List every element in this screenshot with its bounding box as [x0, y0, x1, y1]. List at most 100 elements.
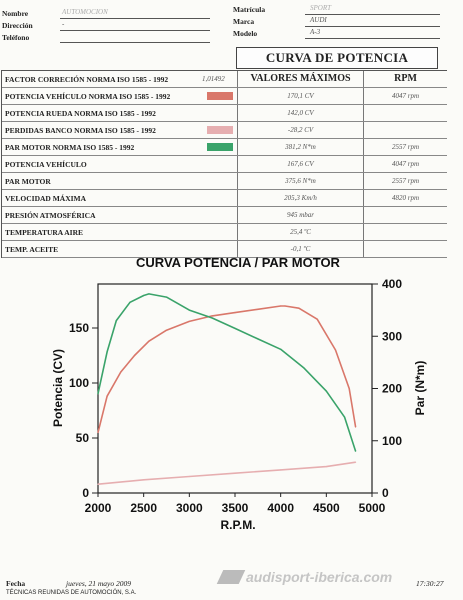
row-value: 945 mbar — [286, 211, 315, 219]
matricula-label: Matrícula — [233, 5, 266, 14]
x-tick-label: 2000 — [85, 501, 112, 515]
losses-color-swatch — [207, 126, 233, 134]
data-point — [344, 416, 346, 418]
row-value: 167,6 CV — [287, 160, 314, 168]
row-label: PRESIÓN ATMOSFÉRICA — [5, 211, 96, 220]
data-point — [165, 296, 168, 298]
fecha-value: jueves, 21 mayo 2009 — [66, 579, 131, 588]
logo-mark-icon — [216, 570, 246, 584]
row-label: FACTOR CORRECIÓN NORMA ISO 1585 - 1992 — [5, 75, 169, 84]
torque-curve — [97, 293, 357, 452]
data-point — [148, 340, 150, 342]
data-point — [143, 479, 145, 481]
table-row: PAR MOTOR NORMA ISO 1585 - 1992 381,2 N*… — [2, 139, 447, 156]
row-label: PAR MOTOR NORMA ISO 1585 - 1992 — [5, 143, 135, 152]
data-point — [188, 475, 190, 478]
company-name: TÉCNICAS REUNIDAS DE AUTOMOCIÓN, S.A. — [6, 590, 137, 596]
data-point — [234, 312, 236, 314]
table-row: VELOCIDAD MÁXIMA 205,3 Km/h 4820 rpm — [2, 190, 447, 207]
results-table: FACTOR CORRECIÓN NORMA ISO 1585 - 1992 1… — [1, 70, 447, 258]
data-point — [106, 395, 108, 397]
row-label: TEMPERATURA AIRE — [5, 228, 83, 237]
row-value: 170,1 CV — [287, 92, 314, 100]
row-value: 205,3 Km/h — [284, 194, 317, 202]
data-point — [257, 308, 259, 310]
losses-curve — [97, 461, 356, 485]
data-point — [143, 294, 145, 297]
table-row: POTENCIA VEHÍCULO NORMA ISO 1585 - 1992 … — [2, 88, 447, 105]
row-value: -28,2 CV — [287, 126, 314, 134]
data-point — [284, 305, 286, 307]
data-point — [302, 367, 305, 369]
row-label: PAR MOTOR — [5, 177, 51, 186]
row-label: VELOCIDAD MÁXIMA — [5, 194, 87, 203]
torque-color-swatch — [207, 143, 233, 151]
row-value: 142,0 CV — [287, 109, 314, 117]
row-rpm: 4047 rpm — [391, 160, 420, 168]
modelo-label: Modelo — [233, 29, 258, 38]
table-row: POTENCIA VEHÍCULO 167,6 CV 4047 rpm — [2, 156, 447, 173]
x-axis-label: R.P.M. — [220, 518, 255, 532]
table-row: POTENCIA RUEDA NORMA ISO 1585 - 1992 142… — [2, 105, 447, 122]
data-point — [129, 301, 131, 303]
y2-axis-label: Par (N*m) — [413, 361, 427, 416]
data-point — [316, 318, 318, 320]
data-point — [188, 320, 190, 322]
table-row: FACTOR CORRECIÓN NORMA ISO 1585 - 1992 1… — [2, 71, 447, 88]
data-point — [325, 390, 327, 392]
factor-value: 1,01492 — [202, 75, 225, 83]
y-axis-label: Potencia (CV) — [51, 349, 65, 427]
direccion-label: Dirección — [2, 21, 33, 30]
data-point — [354, 461, 357, 463]
data-point — [211, 317, 213, 319]
data-point — [106, 351, 108, 353]
data-point — [97, 393, 99, 395]
table-row: TEMPERATURA AIRE 25,4 ºC — [2, 224, 447, 241]
y2-tick-label: 0 — [382, 486, 389, 500]
matricula-value: SPORT — [310, 4, 331, 12]
marca-value: AUDI — [310, 16, 327, 24]
data-point — [257, 338, 259, 340]
y2-tick-label: 400 — [382, 277, 402, 291]
table-row: TEMP. ACEITE -0,1 ºC — [2, 241, 447, 258]
row-value: 375,6 N*m — [285, 177, 316, 185]
column-header-rpm: RPM — [394, 73, 417, 84]
data-point — [354, 426, 357, 428]
row-label: POTENCIA VEHÍCULO NORMA ISO 1585 - 1992 — [5, 92, 171, 101]
x-tick-label: 4000 — [267, 501, 294, 515]
y2-tick-label: 300 — [382, 329, 402, 343]
y-tick-label: 150 — [69, 321, 89, 335]
row-label: PERDIDAS BANCO NORMA ISO 1585 - 1992 — [5, 126, 156, 135]
x-tick-label: 3500 — [222, 501, 249, 515]
x-tick-label: 3000 — [176, 501, 203, 515]
x-tick-label: 2500 — [130, 501, 157, 515]
row-label: POTENCIA RUEDA NORMA ISO 1585 - 1992 — [5, 109, 156, 118]
plot-frame — [97, 283, 373, 494]
fecha-label: Fecha — [6, 579, 26, 588]
marca-label: Marca — [233, 17, 255, 26]
modelo-value: A-3 — [310, 28, 321, 36]
data-point — [97, 483, 99, 485]
data-point — [280, 469, 282, 471]
x-tick-label: 5000 — [359, 501, 386, 515]
row-value: -0,1 ºC — [290, 245, 311, 253]
data-point — [334, 349, 337, 351]
power-color-swatch — [207, 92, 233, 100]
data-point — [280, 348, 282, 350]
direccion-value: - — [62, 20, 65, 28]
nombre-value: AUTOMOCION — [62, 8, 108, 16]
watermark: audisport-iberica.com — [246, 569, 393, 585]
data-point — [354, 450, 357, 452]
data-point — [188, 309, 190, 311]
table-row: PRESIÓN ATMOSFÉRICA 945 mbar — [2, 207, 447, 224]
y-tick-label: 0 — [82, 486, 89, 500]
y-tick-label: 50 — [76, 431, 90, 445]
data-point — [348, 387, 350, 390]
x-tick-label: 4500 — [313, 501, 340, 515]
data-point — [280, 305, 282, 307]
column-header-max: VALORES MÁXIMOS — [250, 73, 351, 84]
row-label: TEMP. ACEITE — [5, 245, 59, 254]
data-point — [234, 327, 236, 330]
row-rpm: 4820 rpm — [391, 194, 420, 202]
data-point — [165, 329, 168, 331]
